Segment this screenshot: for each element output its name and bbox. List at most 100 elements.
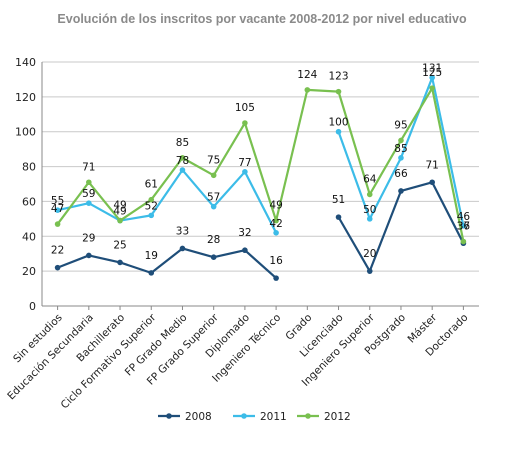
data-point-2011 bbox=[210, 203, 217, 210]
y-tick-label: 40 bbox=[22, 230, 36, 243]
data-label-2011: 85 bbox=[394, 143, 407, 155]
data-point-2008 bbox=[54, 264, 61, 271]
data-point-2011 bbox=[366, 216, 373, 222]
data-point-2011 bbox=[242, 169, 248, 175]
data-label-2012: 47 bbox=[51, 203, 64, 215]
data-label-2012: 75 bbox=[207, 154, 220, 166]
y-axis-ticks: 0 20 40 60 80 100 120 140 bbox=[15, 56, 36, 313]
legend-marker-2008 bbox=[166, 413, 172, 419]
data-point-2012 bbox=[398, 137, 404, 144]
legend-marker-2011 bbox=[241, 413, 247, 419]
data-label-2011: 59 bbox=[82, 188, 95, 200]
data-point-2008 bbox=[273, 275, 279, 281]
data-point-2011 bbox=[148, 212, 155, 219]
data-label-2008: 32 bbox=[238, 227, 251, 239]
data-point-2008 bbox=[429, 179, 435, 186]
data-point-2012 bbox=[273, 217, 279, 224]
data-point-2012 bbox=[86, 179, 92, 186]
data-point-2008 bbox=[335, 214, 342, 220]
data-label-2012: 105 bbox=[235, 102, 255, 114]
data-point-2012 bbox=[429, 85, 435, 91]
y-tick-label: 100 bbox=[15, 126, 36, 139]
data-label-2008: 25 bbox=[113, 239, 126, 251]
data-label-2011: 57 bbox=[207, 192, 220, 204]
data-label-2012: 95 bbox=[394, 119, 407, 131]
data-label-2011: 46 bbox=[457, 211, 471, 223]
data-point-2012 bbox=[460, 238, 467, 245]
data-point-2011 bbox=[335, 128, 342, 135]
y-tick-label: 80 bbox=[22, 161, 36, 174]
data-point-2011 bbox=[429, 74, 435, 81]
chart-title: Evolución de los inscritos por vacante 2… bbox=[57, 12, 467, 26]
legend-label-2011: 2011 bbox=[260, 411, 287, 423]
legend-label-2012: 2012 bbox=[324, 411, 351, 423]
data-point-2011 bbox=[460, 223, 467, 229]
data-label-2008: 22 bbox=[51, 245, 64, 257]
data-label-2008: 33 bbox=[176, 225, 189, 237]
data-label-2008: 19 bbox=[145, 250, 158, 262]
data-label-2012: 125 bbox=[422, 67, 442, 79]
data-labels: 22 29 25 19 33 28 32 16 51 20 66 71 36 55 59 49 52 78 57 77… bbox=[51, 63, 470, 267]
data-point-2008 bbox=[242, 247, 248, 254]
data-point-2011 bbox=[54, 207, 61, 213]
data-label-2012: 71 bbox=[82, 161, 95, 173]
data-point-2008 bbox=[210, 254, 217, 260]
data-label-2012: 61 bbox=[145, 179, 158, 191]
data-label-2011: 52 bbox=[145, 200, 158, 212]
data-label-2008: 28 bbox=[207, 234, 220, 246]
y-tick-label: 0 bbox=[29, 300, 36, 313]
data-label-2008: 20 bbox=[363, 248, 376, 260]
data-label-2008: 36 bbox=[457, 220, 471, 232]
legend-marker-2012 bbox=[305, 413, 311, 419]
y-tick-label: 20 bbox=[22, 265, 36, 278]
data-point-2012 bbox=[148, 196, 155, 203]
data-point-2012 bbox=[210, 172, 217, 179]
data-point-2012 bbox=[242, 120, 248, 126]
data-label-2012: 49 bbox=[269, 200, 282, 212]
y-tick-label: 60 bbox=[22, 195, 36, 208]
data-label-2008: 66 bbox=[394, 168, 408, 180]
data-label-2012: 49 bbox=[113, 200, 126, 212]
series-line-2008 bbox=[337, 181, 465, 273]
data-point-2008 bbox=[117, 259, 123, 266]
series-lines bbox=[54, 74, 467, 281]
data-label-2008: 16 bbox=[269, 255, 283, 267]
data-point-2008 bbox=[86, 252, 92, 259]
y-tick-label: 120 bbox=[15, 91, 36, 104]
data-label-2012: 124 bbox=[297, 69, 317, 81]
data-label-2012: 64 bbox=[363, 173, 377, 185]
data-point-2012 bbox=[179, 155, 186, 161]
series-line-2008 bbox=[57, 247, 277, 279]
data-point-2011 bbox=[86, 200, 92, 206]
data-point-2012 bbox=[54, 221, 61, 227]
data-label-2008: 51 bbox=[332, 194, 345, 206]
data-point-2011 bbox=[398, 155, 404, 161]
data-label-2011: 50 bbox=[363, 204, 376, 216]
data-point-2008 bbox=[148, 270, 155, 276]
y-tick-label: 140 bbox=[15, 56, 36, 69]
data-point-2008 bbox=[398, 188, 404, 194]
data-label-2011: 100 bbox=[329, 117, 349, 129]
data-label-2008: 29 bbox=[82, 232, 95, 244]
data-label-2011: 42 bbox=[269, 218, 282, 230]
legend-label-2008: 2008 bbox=[185, 411, 212, 423]
data-label-2011: 78 bbox=[176, 155, 189, 167]
data-label-2008: 71 bbox=[425, 159, 438, 171]
data-point-2012 bbox=[117, 217, 123, 224]
data-point-2011 bbox=[273, 230, 279, 236]
data-point-2011 bbox=[179, 167, 186, 173]
data-label-2011: 49 bbox=[113, 206, 126, 218]
data-label-2011: 55 bbox=[51, 195, 64, 207]
data-label-2012: 37 bbox=[457, 221, 470, 233]
series-line-2011 bbox=[57, 168, 278, 234]
data-label-2011: 77 bbox=[238, 157, 251, 169]
data-point-2012 bbox=[335, 88, 342, 95]
data-point-2012 bbox=[304, 87, 311, 93]
series-line-2012 bbox=[56, 87, 465, 242]
data-label-2012: 123 bbox=[329, 71, 349, 83]
gridlines bbox=[41, 61, 479, 307]
data-point-2008 bbox=[366, 268, 373, 274]
data-label-2012: 85 bbox=[176, 137, 189, 149]
